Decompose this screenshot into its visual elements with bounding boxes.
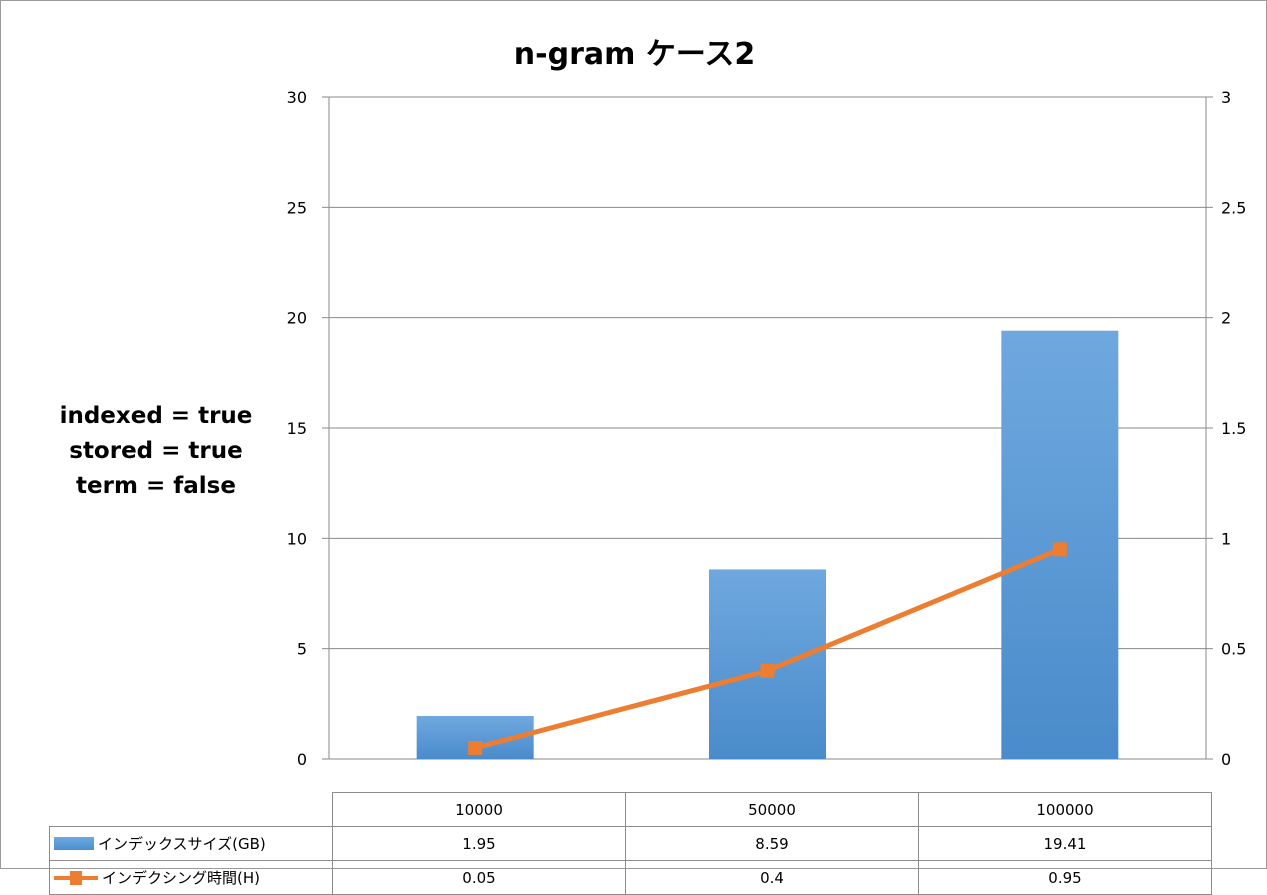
data-label-time: 0.4 (625, 860, 919, 895)
line-point-marker (468, 740, 483, 755)
table-row-time: インデクシング時間(H) 0.05 0.4 0.95 (49, 860, 1212, 895)
y-left-tick-label: 25 (287, 198, 307, 217)
y-left-tick-label: 30 (287, 88, 307, 107)
data-label-size: 1.95 (332, 826, 626, 861)
line-point-marker (760, 663, 775, 678)
category-label: 50000 (625, 792, 919, 827)
line-legend-swatch (54, 870, 98, 885)
data-label-size: 19.41 (918, 826, 1212, 861)
y-right-tick-label: 1 (1221, 529, 1231, 548)
series-name-time: インデクシング時間(H) (102, 869, 260, 887)
chart-title: n-gram ケース2 (513, 37, 756, 72)
data-label-time: 0.05 (332, 860, 626, 895)
y-right-tick-label: 0 (1221, 750, 1231, 769)
data-table: 10000 50000 100000 インデックスサイズ(GB) 1.95 8.… (49, 792, 1212, 895)
y-left-tick-label: 0 (297, 750, 307, 769)
empty-corner (50, 793, 333, 827)
table-row-size: インデックスサイズ(GB) 1.95 8.59 19.41 (49, 826, 1212, 861)
y-left-tick-label: 20 (287, 309, 307, 328)
y-right-tick-label: 3 (1221, 88, 1231, 107)
y-left-tick-label: 10 (287, 529, 307, 548)
annotation-line-indexed: indexed = true (59, 403, 253, 429)
y-right-tick-label: 1.5 (1221, 419, 1246, 438)
category-row: 10000 50000 100000 (50, 792, 1212, 827)
y-right-tick-label: 2 (1221, 309, 1231, 328)
bar-legend-swatch (54, 837, 94, 850)
data-label-time: 0.95 (918, 860, 1212, 895)
chart-annotation: indexed = true stored = true term = fals… (41, 399, 271, 504)
y-left-tick-label: 5 (297, 640, 307, 659)
y-right-tick-label: 2.5 (1221, 198, 1246, 217)
line-series (468, 542, 1067, 755)
category-label: 100000 (918, 792, 1212, 827)
plot-area: 0 0 5 0.5 10 1 15 1.5 20 2 25 2.5 30 3 (287, 88, 1247, 769)
bar-series (416, 330, 1119, 759)
tick-labels: 0 0 5 0.5 10 1 15 1.5 20 2 25 2.5 30 3 (287, 88, 1247, 769)
data-label-size: 8.59 (625, 826, 919, 861)
series-name-size: インデックスサイズ(GB) (98, 835, 266, 853)
y-left-tick-label: 15 (287, 419, 307, 438)
annotation-line-stored: stored = true (69, 438, 243, 464)
annotation-line-term: term = false (76, 473, 236, 499)
category-label: 10000 (332, 792, 626, 827)
y-right-tick-label: 0.5 (1221, 640, 1246, 659)
legend-entry-time: インデクシング時間(H) (49, 860, 333, 895)
line-point-marker (1052, 542, 1067, 557)
legend-entry-size: インデックスサイズ(GB) (49, 826, 333, 861)
